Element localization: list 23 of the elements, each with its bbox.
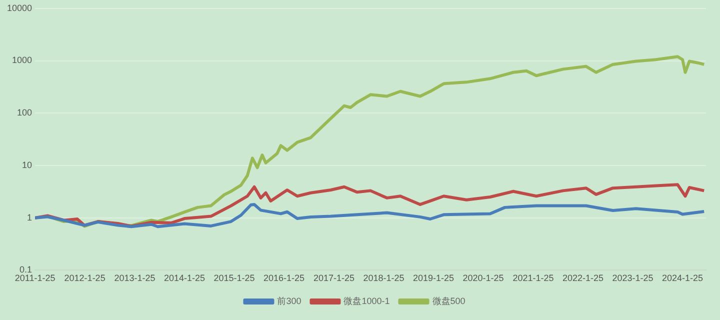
x-tick-label: 2017-1-25 <box>313 273 354 284</box>
x-tick-label: 2011-1-25 <box>14 273 56 284</box>
x-tick-label: 2024-1-25 <box>662 273 704 284</box>
x-tick-label: 2016-1-25 <box>264 273 305 284</box>
y-tick-label: 1 <box>27 212 32 222</box>
y-tick-label: 0.1 <box>20 264 32 275</box>
y-tick-label: 10 <box>22 160 32 170</box>
y-tick-label: 1000 <box>12 55 32 66</box>
x-tick-label: 2021-1-25 <box>512 273 554 284</box>
x-tick-label: 2022-1-25 <box>562 273 604 284</box>
x-tick-label: 2015-1-25 <box>214 273 255 284</box>
legend-label: 微盘500 <box>432 296 466 306</box>
legend-label: 微盘1000-1 <box>344 296 390 306</box>
x-tick-label: 2013-1-25 <box>114 273 156 284</box>
y-tick-label: 10000 <box>6 2 32 13</box>
x-tick-label: 2014-1-25 <box>164 273 206 284</box>
x-tick-label: 2019-1-25 <box>412 273 454 284</box>
legend-label: 前300 <box>277 296 302 306</box>
x-tick-label: 2012-1-25 <box>64 273 106 284</box>
x-tick-label: 2023-1-25 <box>612 273 654 284</box>
x-tick-label: 2018-1-25 <box>363 273 404 284</box>
x-tick-label: 2020-1-25 <box>462 273 504 284</box>
y-tick-label: 100 <box>16 108 32 118</box>
